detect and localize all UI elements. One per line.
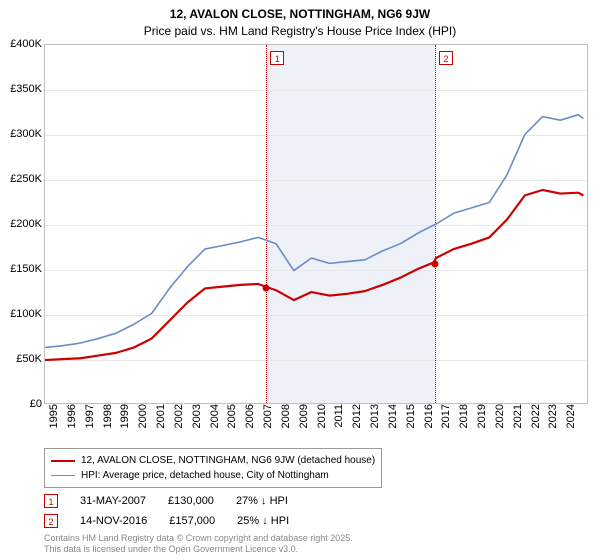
x-tick-label: 2014 [387,404,399,428]
x-tick-label: 2007 [262,404,274,428]
x-tick-label: 2019 [476,404,488,428]
x-tick-label: 2003 [191,404,203,428]
chart-title: 12, AVALON CLOSE, NOTTINGHAM, NG6 9JW [0,0,600,23]
y-tick-label: £150K [2,263,42,275]
y-tick-label: £250K [2,173,42,185]
sale-dot [263,285,270,292]
x-tick-label: 1997 [84,404,96,428]
y-tick-label: £350K [2,83,42,95]
x-tick-label: 2012 [351,404,363,428]
x-tick-label: 2005 [226,404,238,428]
x-tick-label: 2011 [333,404,345,428]
chart-root: 12, AVALON CLOSE, NOTTINGHAM, NG6 9JW Pr… [0,0,600,560]
line-series [45,45,587,403]
x-tick-label: 2020 [494,404,506,428]
legend-label: 12, AVALON CLOSE, NOTTINGHAM, NG6 9JW (d… [81,453,375,468]
legend-item: 12, AVALON CLOSE, NOTTINGHAM, NG6 9JW (d… [51,453,375,468]
series-price_paid [45,190,583,360]
x-tick-label: 1999 [119,404,131,428]
legend: 12, AVALON CLOSE, NOTTINGHAM, NG6 9JW (d… [44,448,382,488]
x-tick-label: 2000 [137,404,149,428]
x-tick-label: 2001 [155,404,167,428]
y-tick-label: £400K [2,38,42,50]
sale-date: 31-MAY-2007 [80,495,146,507]
sale-marker-1: 1 [44,494,58,508]
legend-item: HPI: Average price, detached house, City… [51,468,375,483]
y-tick-label: £50K [2,353,42,365]
y-tick-label: £300K [2,128,42,140]
x-tick-label: 1996 [66,404,78,428]
sale-delta: 27% ↓ HPI [236,495,288,507]
plot-area: 12 [44,44,588,404]
chart-subtitle: Price paid vs. HM Land Registry's House … [0,23,600,40]
x-tick-label: 2013 [369,404,381,428]
x-tick-label: 2009 [298,404,310,428]
x-tick-label: 2002 [173,404,185,428]
y-tick-label: £100K [2,308,42,320]
x-tick-label: 2024 [565,404,577,428]
x-tick-label: 2004 [209,404,221,428]
y-tick-label: £0 [2,398,42,410]
x-tick-label: 2016 [423,404,435,428]
x-tick-label: 2010 [316,404,328,428]
x-tick-label: 2008 [280,404,292,428]
series-hpi [45,115,583,348]
x-tick-label: 1995 [48,404,60,428]
sale-price: £157,000 [169,515,215,527]
x-tick-label: 2022 [530,404,542,428]
x-tick-label: 2021 [512,404,524,428]
legend-label: HPI: Average price, detached house, City… [81,468,329,483]
attribution: Contains HM Land Registry data © Crown c… [44,533,353,556]
legend-swatch [51,475,75,476]
y-tick-label: £200K [2,218,42,230]
x-tick-label: 2018 [458,404,470,428]
sale-row-1: 1 31-MAY-2007 £130,000 27% ↓ HPI [44,494,288,508]
sale-price: £130,000 [168,495,214,507]
x-tick-label: 2017 [440,404,452,428]
x-tick-label: 2023 [547,404,559,428]
sale-dot [432,260,439,267]
sale-row-2: 2 14-NOV-2016 £157,000 25% ↓ HPI [44,514,289,528]
sale-date: 14-NOV-2016 [80,515,147,527]
marker-box-2: 2 [439,51,453,65]
sale-marker-2: 2 [44,514,58,528]
attribution-line-1: Contains HM Land Registry data © Crown c… [44,533,353,545]
legend-swatch [51,460,75,462]
x-tick-label: 2006 [244,404,256,428]
x-tick-label: 1998 [102,404,114,428]
marker-box-1: 1 [270,51,284,65]
x-tick-label: 2015 [405,404,417,428]
sale-delta: 25% ↓ HPI [237,515,289,527]
attribution-line-2: This data is licensed under the Open Gov… [44,544,353,556]
